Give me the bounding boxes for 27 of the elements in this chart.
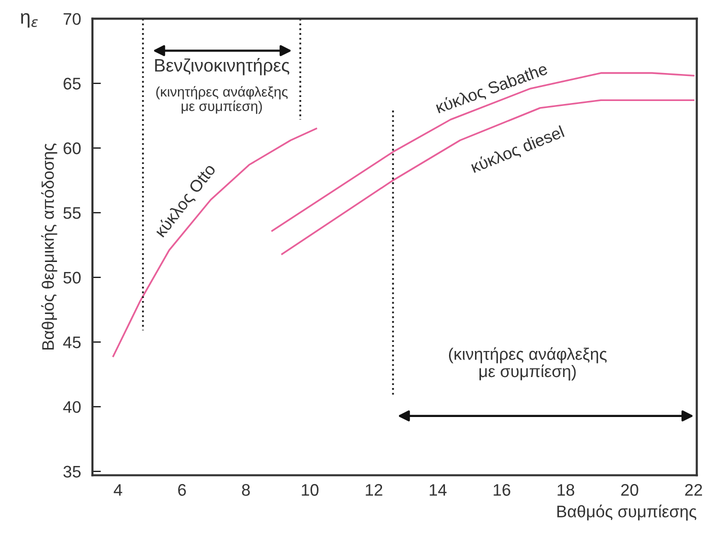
x-axis-title: Βαθμός συμπίεσης xyxy=(557,504,696,521)
text: η$_{ε}$ xyxy=(20,13,38,28)
y-tick-label: 60 xyxy=(64,142,81,154)
annotation: κύκλος Sabathe xyxy=(434,62,550,116)
y-tick-label: 50 xyxy=(63,272,81,284)
x-tick-label: 14 xyxy=(430,484,447,496)
x-tick-label: 6 xyxy=(178,484,186,496)
y-tick-label: 70 xyxy=(64,13,81,25)
x-tick-label: 8 xyxy=(242,484,250,496)
x-tick-label: 18 xyxy=(558,484,574,496)
annotation: Βενζινοκινητήρες xyxy=(155,58,290,76)
x-tick-label: 10 xyxy=(302,484,318,496)
x-tick-label: 4 xyxy=(114,484,122,496)
annotation: κύκλος diesel xyxy=(470,124,566,176)
annotation: (κινητήρες ανάφλεξης με συμπίεση) xyxy=(448,347,607,380)
x-tick-label: 20 xyxy=(621,484,638,496)
y-axis-title: Βαθμός θερμικής απόδοσης xyxy=(41,144,58,350)
x-tick-label: 12 xyxy=(366,484,382,496)
y-tick-label: 40 xyxy=(63,401,81,413)
annotation: (κινητήρες ανάφλεξης με συμπίεση) xyxy=(156,86,288,114)
line-series xyxy=(112,128,318,358)
x-tick-label: 22 xyxy=(685,484,702,496)
y-tick-label: 45 xyxy=(63,336,81,348)
x-tick-label: 16 xyxy=(494,484,510,496)
y-tick-label: 65 xyxy=(64,78,81,90)
y-tick-label: 55 xyxy=(63,207,81,219)
y-tick-label: 35 xyxy=(63,466,81,478)
